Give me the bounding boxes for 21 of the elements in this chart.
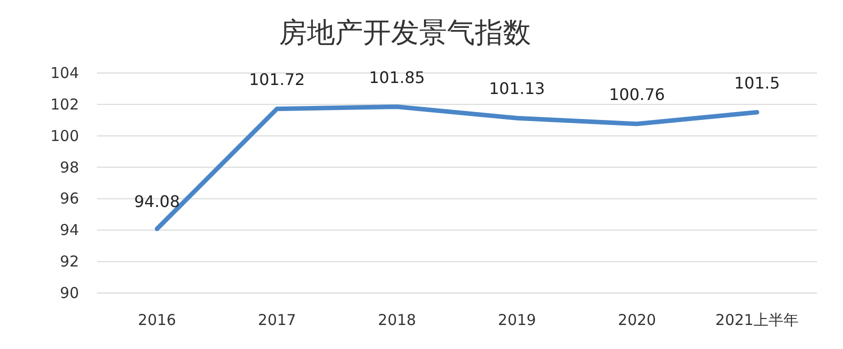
- x-tick-label: 2017: [258, 311, 296, 329]
- chart-title: 房地产开发景气指数: [279, 16, 531, 49]
- y-tick-label: 98: [60, 158, 79, 176]
- data-label: 94.08: [134, 192, 180, 211]
- y-tick-label: 92: [60, 252, 79, 271]
- y-tick-label: 104: [50, 64, 79, 82]
- data-label: 101.72: [249, 70, 305, 89]
- y-tick-label: 90: [60, 284, 79, 302]
- x-tick-label: 2021上半年: [715, 311, 799, 329]
- y-tick-label: 94: [60, 221, 79, 240]
- data-label: 100.76: [609, 84, 665, 104]
- x-tick-label: 2018: [378, 311, 416, 329]
- x-tick-label: 2020: [618, 311, 656, 329]
- y-tick-label: 100: [50, 126, 79, 145]
- x-tick-label: 2019: [498, 311, 536, 329]
- data-label: 101.85: [369, 68, 425, 87]
- x-tick-label: 2016: [138, 311, 176, 329]
- data-label: 101.5: [734, 73, 780, 92]
- y-tick-label: 102: [50, 95, 79, 114]
- data-label: 101.13: [489, 79, 545, 98]
- y-tick-label: 96: [60, 190, 79, 208]
